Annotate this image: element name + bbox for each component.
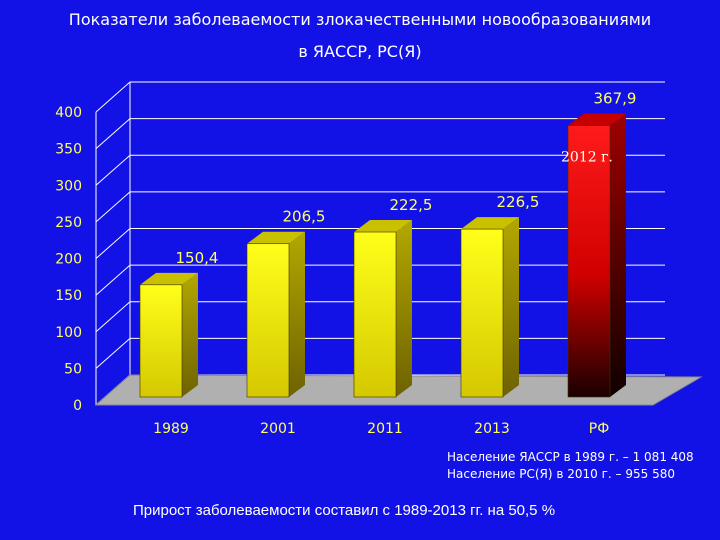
value-label: 150,4: [176, 249, 219, 267]
gridline-diag-400: [95, 81, 131, 113]
bar-front: [353, 231, 397, 398]
bar-top: [354, 220, 412, 233]
bar-side: [610, 113, 626, 398]
value-label: 222,5: [390, 196, 433, 214]
bar-2011: [353, 220, 412, 398]
x-tick-label: 2013: [474, 421, 510, 437]
chart-title-line2: в ЯАССР, РС(Я): [298, 42, 422, 61]
y-tick-label: 350: [55, 142, 82, 158]
population-line-2010: Население РС(Я) в 2010 г. – 955 580: [447, 467, 675, 481]
y-tick-label: 100: [55, 325, 82, 341]
population-note: Население ЯАССР в 1989 г. – 1 081 408 На…: [447, 449, 694, 483]
bar-front: [139, 284, 183, 398]
value-label: 367,9: [594, 90, 637, 108]
bar-top: [461, 217, 519, 230]
gridline-diag-100: [95, 301, 131, 333]
bar-2001: [246, 231, 305, 398]
y-tick-label: 400: [55, 105, 82, 121]
bar-side: [503, 217, 519, 397]
value-label: 206,5: [283, 208, 326, 226]
bar-РФ: [567, 113, 626, 398]
bar-side: [396, 220, 412, 397]
bar-top: [568, 113, 626, 126]
y-axis: 0 50 100 150 200 250 300 350 400: [55, 82, 131, 414]
y-tick-label: 250: [55, 215, 82, 231]
gridline-diag-300: [95, 154, 131, 186]
growth-summary: Прирост заболеваемости составил с 1989-2…: [133, 502, 556, 519]
bar-1989: [139, 272, 198, 398]
bar-side: [182, 272, 198, 397]
gridline-diag-150: [95, 264, 131, 296]
labels: 150,4 1989 206,5 2001 222,5 2011 226,5 2013 367,…: [153, 90, 636, 437]
bar-front: [567, 125, 611, 398]
y-tick-label: 150: [55, 288, 82, 304]
population-line-1989: Население ЯАССР в 1989 г. – 1 081 408: [447, 450, 694, 464]
bar-top: [247, 231, 305, 244]
bar-front: [246, 243, 290, 398]
bars: [139, 113, 626, 398]
x-tick-label: РФ: [589, 421, 610, 437]
y-tick-label: 300: [55, 178, 82, 194]
x-tick-label: 2001: [260, 421, 296, 437]
value-label: 226,5: [497, 193, 540, 211]
gridline-diag-350: [95, 118, 131, 149]
annotation-2012: 2012 г.: [561, 150, 613, 166]
gridline-diag-50: [95, 338, 131, 369]
y-tick-label: 0: [73, 398, 82, 414]
bar-top: [140, 272, 198, 285]
y-tick-label: 50: [64, 361, 82, 377]
bar-front: [460, 228, 504, 398]
x-tick-label: 1989: [153, 421, 189, 437]
y-tick-label: 200: [55, 252, 82, 268]
x-tick-label: 2011: [367, 421, 403, 437]
chart-title-line1: Показатели заболеваемости злокачественны…: [68, 10, 652, 29]
bar-2013: [460, 217, 519, 398]
gridline-diag-250: [95, 191, 131, 223]
bar-side: [289, 231, 305, 397]
gridline-diag-200: [95, 228, 131, 259]
